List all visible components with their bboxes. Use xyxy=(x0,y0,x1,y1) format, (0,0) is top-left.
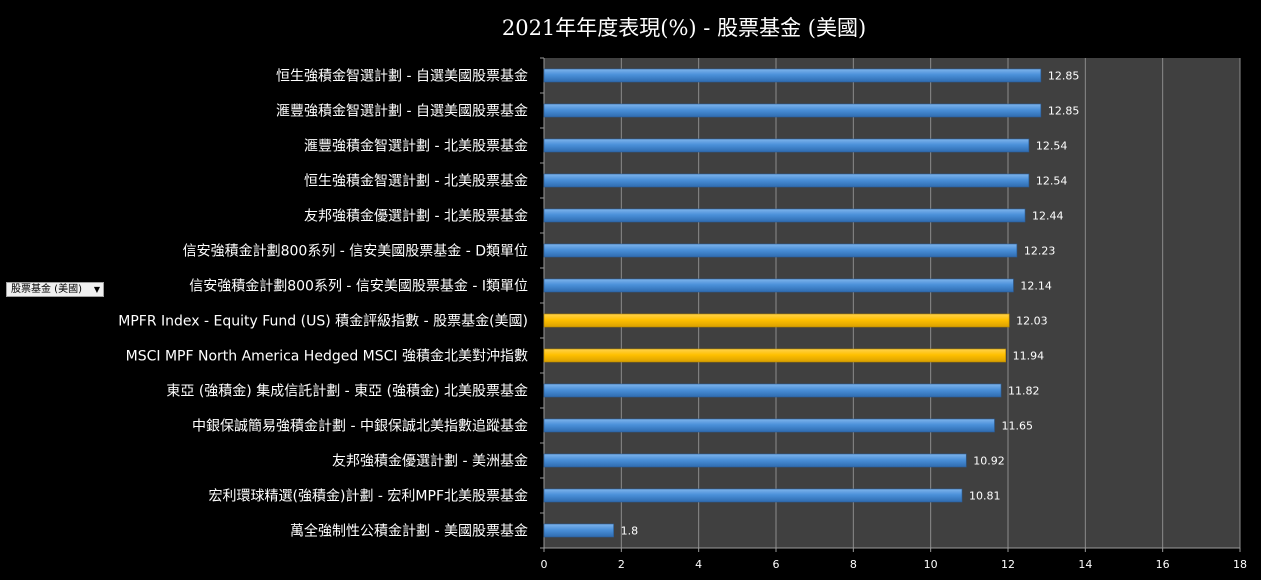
fund-filter-label: 股票基金 (美國) xyxy=(11,284,82,295)
bar xyxy=(543,453,967,468)
x-tick-label: 2 xyxy=(618,558,625,571)
data-label: 10.81 xyxy=(969,490,1001,503)
x-tick-label: 10 xyxy=(924,558,938,571)
plot-area xyxy=(544,58,1240,548)
bar xyxy=(543,138,1030,153)
data-label: 12.54 xyxy=(1036,175,1068,188)
category-label: 信安強積金計劃800系列 - 信安美國股票基金 - I類單位 xyxy=(189,278,528,295)
x-tick-label: 6 xyxy=(773,558,780,571)
x-tick-label: 16 xyxy=(1156,558,1170,571)
category-label: 宏利環球精選(強積金)計劃 - 宏利MPF北美股票基金 xyxy=(209,488,528,505)
category-label: 信安強積金計劃800系列 - 信安美國股票基金 - D類單位 xyxy=(183,243,528,260)
data-label: 11.65 xyxy=(1001,420,1033,433)
category-label: 恒生強積金智選計劃 - 北美股票基金 xyxy=(304,173,528,190)
data-label: 12.23 xyxy=(1024,245,1056,258)
fund-filter-dropdown[interactable]: 股票基金 (美國) ▼ xyxy=(6,282,104,297)
bar xyxy=(543,418,995,433)
category-label: 東亞 (強積金) 集成信託計劃 - 東亞 (強積金) 北美股票基金 xyxy=(166,383,528,400)
category-label: MPFR Index - Equity Fund (US) 積金評級指數 - 股… xyxy=(118,313,528,330)
bar xyxy=(543,278,1014,293)
bar xyxy=(543,243,1018,258)
chart-title: 2021年年度表現(%) - 股票基金 (美國) xyxy=(501,16,867,40)
category-label: MSCI MPF North America Hedged MSCI 強積金北美… xyxy=(126,349,528,365)
x-tick-label: 14 xyxy=(1078,558,1092,571)
data-label: 12.03 xyxy=(1016,315,1047,328)
bar-highlighted xyxy=(543,313,1010,328)
category-label: 友邦強積金優選計劃 - 北美股票基金 xyxy=(304,208,528,225)
bar-highlighted xyxy=(543,348,1006,363)
x-tick-label: 8 xyxy=(850,558,857,571)
data-label: 12.44 xyxy=(1032,210,1064,223)
data-label: 10.92 xyxy=(973,455,1005,468)
data-label: 12.85 xyxy=(1048,70,1080,83)
data-label: 11.82 xyxy=(1008,385,1040,398)
chevron-down-icon: ▼ xyxy=(93,285,100,294)
category-label: 中銀保誠簡易強積金計劃 - 中銀保誠北美指數追蹤基金 xyxy=(192,418,528,435)
bar xyxy=(543,208,1026,223)
category-label: 滙豐強積金智選計劃 - 自選美國股票基金 xyxy=(276,103,528,120)
bar xyxy=(543,173,1030,188)
category-label: 滙豐強積金智選計劃 - 北美股票基金 xyxy=(304,138,528,155)
x-tick-label: 4 xyxy=(695,558,702,571)
x-tick-label: 18 xyxy=(1233,558,1247,571)
x-tick-label: 12 xyxy=(1001,558,1015,571)
data-label: 12.85 xyxy=(1048,105,1080,118)
bar xyxy=(543,68,1042,83)
bar xyxy=(543,103,1042,118)
bar xyxy=(543,488,963,503)
data-label: 11.94 xyxy=(1013,350,1044,363)
category-label: 恒生強積金智選計劃 - 自選美國股票基金 xyxy=(276,68,528,85)
data-label: 12.54 xyxy=(1036,140,1068,153)
x-tick-label: 0 xyxy=(541,558,548,571)
data-label: 12.14 xyxy=(1020,280,1052,293)
category-label: 友邦強積金優選計劃 - 美洲基金 xyxy=(332,453,528,470)
category-label: 萬全強制性公積金計劃 - 美國股票基金 xyxy=(290,523,528,540)
data-label: 1.8 xyxy=(621,525,639,538)
bar xyxy=(543,523,614,538)
bar xyxy=(543,383,1002,398)
